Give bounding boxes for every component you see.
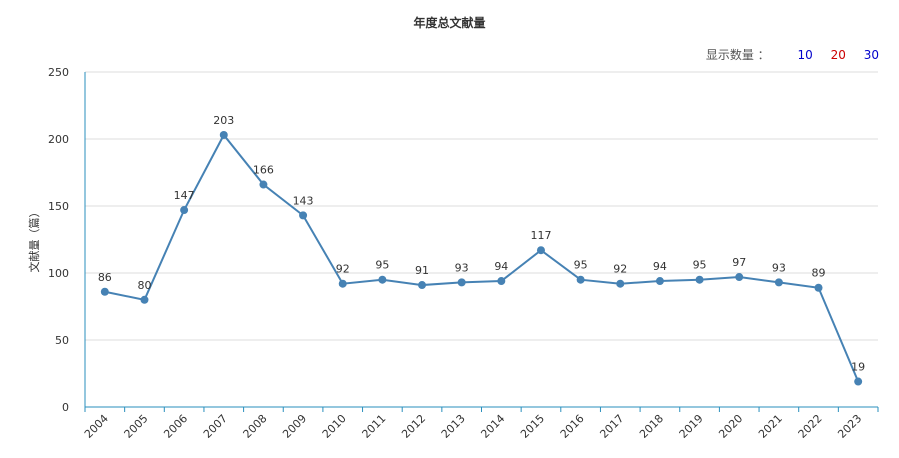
data-label: 92	[613, 263, 627, 276]
display-count-option-20[interactable]: 20	[830, 48, 846, 62]
data-label: 92	[336, 263, 350, 276]
x-tick-label: 2018	[637, 412, 666, 441]
x-tick-label: 2013	[439, 412, 468, 441]
data-label: 143	[293, 194, 314, 207]
y-axis-title: 文献量（篇）	[27, 207, 41, 273]
data-point	[616, 279, 625, 288]
data-point	[418, 281, 427, 290]
x-tick-label: 2017	[597, 412, 626, 441]
x-tick-label: 2022	[796, 412, 825, 441]
y-tick-label: 150	[48, 200, 69, 213]
data-point	[655, 277, 664, 286]
x-tick-label: 2012	[399, 412, 428, 441]
data-point	[854, 377, 863, 386]
y-tick-label: 200	[48, 133, 69, 146]
data-label: 203	[213, 114, 234, 127]
data-point	[814, 283, 823, 292]
data-label: 95	[693, 259, 707, 272]
x-tick-label: 2007	[201, 412, 230, 441]
y-tick-label: 50	[55, 334, 69, 347]
data-label: 91	[415, 264, 429, 277]
data-label: 80	[137, 279, 151, 292]
data-point	[338, 279, 347, 288]
data-label: 94	[494, 260, 508, 273]
data-label: 95	[375, 259, 389, 272]
data-point	[576, 275, 585, 284]
y-tick-label: 0	[62, 401, 69, 414]
x-tick-label: 2011	[360, 412, 389, 441]
x-tick-label: 2010	[320, 412, 349, 441]
data-point	[180, 206, 189, 215]
display-count-label: 显示数量 ：	[705, 48, 770, 62]
x-tick-label: 2004	[82, 412, 111, 441]
data-label: 147	[174, 189, 195, 202]
data-point	[378, 275, 387, 284]
data-label: 97	[732, 256, 746, 269]
data-point	[299, 211, 308, 220]
data-point	[457, 278, 466, 287]
x-tick-label: 2019	[677, 412, 706, 441]
x-tick-label: 2021	[756, 412, 785, 441]
x-tick-label: 2006	[161, 412, 190, 441]
data-label: 117	[530, 229, 551, 242]
data-label: 86	[98, 271, 112, 284]
data-label: 166	[253, 164, 274, 177]
display-count-option-30[interactable]: 30	[863, 48, 879, 62]
x-tick-label: 2023	[835, 412, 864, 441]
data-label: 89	[812, 267, 826, 280]
x-tick-label: 2016	[558, 412, 587, 441]
y-tick-label: 100	[48, 267, 69, 280]
data-label: 93	[772, 261, 786, 274]
x-tick-label: 2020	[716, 412, 745, 441]
data-point	[497, 277, 506, 286]
data-point	[695, 275, 704, 284]
display-count-selector: 显示数量 ： 10 20 30	[706, 46, 879, 63]
chart-title: 年度总文献量	[413, 16, 486, 30]
data-point	[259, 180, 268, 189]
data-point	[735, 273, 744, 282]
x-tick-label: 2005	[122, 412, 151, 441]
x-tick-label: 2014	[478, 412, 507, 441]
data-point	[219, 130, 228, 139]
series-line	[104, 133, 860, 382]
x-tick-label: 2015	[518, 412, 547, 441]
data-point	[140, 295, 149, 304]
display-count-option-10[interactable]: 10	[797, 48, 813, 62]
x-tick-label: 2008	[241, 412, 270, 441]
y-tick-label: 250	[48, 66, 69, 79]
data-label: 94	[653, 260, 667, 273]
data-point	[774, 278, 783, 287]
data-point	[536, 246, 545, 255]
data-label: 95	[574, 259, 588, 272]
data-label: 93	[455, 261, 469, 274]
x-tick-label: 2009	[280, 412, 309, 441]
data-point	[100, 287, 109, 296]
data-label: 19	[851, 361, 865, 374]
